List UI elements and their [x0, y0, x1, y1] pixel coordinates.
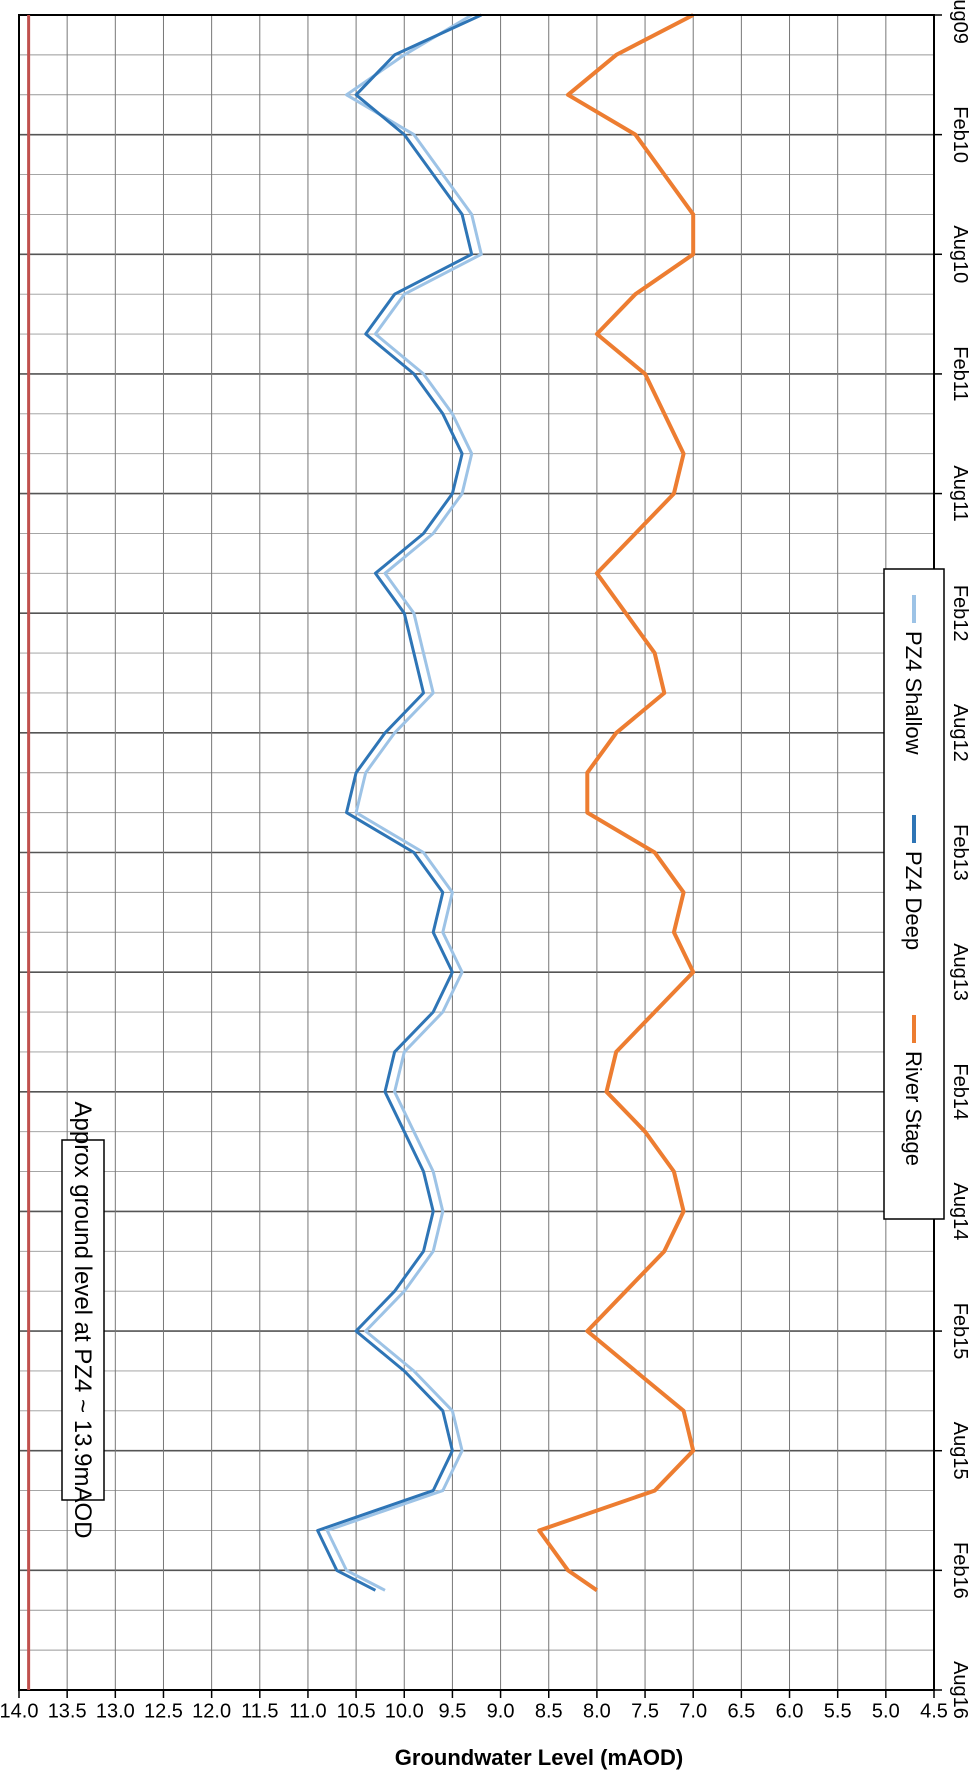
- y-tick-label: 12.5: [144, 1701, 183, 1723]
- x-tick-label: Feb13: [949, 824, 971, 881]
- y-tick-label: 9.0: [487, 1701, 515, 1723]
- y-tick-label: 7.0: [679, 1701, 707, 1723]
- y-tick-label: 6.0: [776, 1701, 804, 1723]
- x-tick-label: Feb16: [949, 1542, 971, 1599]
- legend-label: River Stage: [901, 1051, 926, 1166]
- y-tick-label: 10.5: [337, 1701, 376, 1723]
- y-tick-label: 6.5: [727, 1701, 755, 1723]
- y-tick-label: 8.0: [583, 1701, 611, 1723]
- x-tick-label: Aug15: [949, 1422, 971, 1480]
- y-tick-label: 5.5: [824, 1701, 852, 1723]
- y-tick-label: 8.5: [535, 1701, 563, 1723]
- series-line-pz4-shallow: [325, 13, 483, 1592]
- x-tick-label: Feb12: [949, 585, 971, 642]
- y-tick-label: 14.0: [0, 1701, 38, 1723]
- y-tick-label: 13.0: [96, 1701, 135, 1723]
- x-tick-label: Aug13: [949, 943, 971, 1001]
- annotation-text: Approx ground level at PZ4 ~ 13.9mAOD: [69, 1102, 96, 1539]
- y-tick-label: 4.5: [920, 1701, 948, 1723]
- x-tick-label: Feb11: [949, 346, 971, 401]
- x-tick-label: Aug14: [949, 1183, 971, 1241]
- legend: PZ4 Shallow PZ4 Deep River Stage: [883, 568, 945, 1220]
- y-tick-label: 13.5: [48, 1701, 87, 1723]
- x-tick-label: Feb10: [949, 106, 971, 163]
- annotation-box: Approx ground level at PZ4 ~ 13.9mAOD: [61, 1102, 105, 1539]
- x-tick-label: Aug09: [949, 0, 971, 44]
- x-tick-label: Aug11: [949, 465, 971, 521]
- y-tick-label: 11.5: [241, 1701, 278, 1723]
- y-axis-title: Groundwater Level (mAOD): [395, 1745, 683, 1770]
- y-tick-label: 5.0: [872, 1701, 900, 1723]
- series-line-river-stage: [537, 13, 696, 1592]
- y-tick-label: 10.0: [385, 1701, 424, 1723]
- series-line-pz4-deep: [316, 13, 482, 1592]
- y-tick-label: 9.5: [439, 1701, 467, 1723]
- legend-label: PZ4 Shallow: [901, 631, 926, 755]
- y-tick-label: 12.0: [192, 1701, 231, 1723]
- x-tick-label: Aug16: [949, 1661, 971, 1719]
- y-tick-label: 11.0: [289, 1701, 326, 1723]
- legend-label: PZ4 Deep: [901, 851, 926, 950]
- y-tick-label: 7.5: [631, 1701, 659, 1723]
- x-tick-label: Aug10: [949, 225, 971, 283]
- x-tick-label: Aug12: [949, 704, 971, 762]
- x-tick-label: Feb15: [949, 1303, 971, 1360]
- x-tick-label: Feb14: [949, 1063, 971, 1120]
